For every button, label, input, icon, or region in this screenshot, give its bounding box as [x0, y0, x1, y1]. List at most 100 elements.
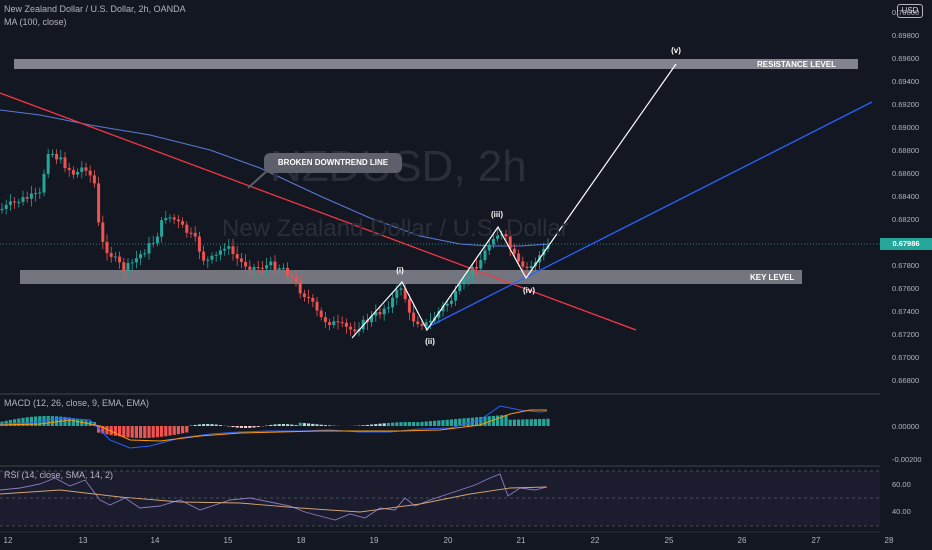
macd-histogram-bar — [546, 418, 550, 426]
candle-body — [407, 299, 411, 313]
candle-body — [512, 248, 516, 254]
candle-body — [307, 297, 311, 299]
macd-histogram-bar — [386, 422, 390, 426]
macd-histogram-bar — [286, 424, 290, 426]
downtrend-line[interactable] — [0, 92, 637, 331]
candle-body — [475, 266, 479, 269]
macd-histogram-bar — [428, 421, 432, 426]
price-tick: 0.69000 — [892, 123, 920, 132]
chart-canvas[interactable] — [0, 0, 880, 550]
macd-histogram-bar — [407, 422, 411, 426]
macd-histogram-bar — [466, 417, 470, 426]
candle-body — [101, 222, 105, 242]
macd-histogram-bar — [218, 425, 222, 426]
ma-line[interactable] — [0, 109, 551, 247]
macd-histogram-bar — [382, 423, 386, 426]
wave-label-v[interactable]: (v) — [671, 46, 681, 55]
candle-body — [134, 258, 138, 263]
uptrend-line[interactable] — [425, 101, 873, 329]
rsi-ma-line[interactable] — [0, 486, 548, 513]
candle-body — [487, 244, 491, 251]
macd-histogram-bar — [307, 423, 311, 426]
macd-histogram-bar — [206, 424, 210, 426]
macd-histogram-bar — [210, 424, 214, 426]
candle-body — [399, 288, 403, 290]
candle-body — [302, 293, 306, 298]
currency-button[interactable]: USD — [897, 4, 923, 18]
candle-body — [298, 281, 302, 294]
candle-body — [155, 236, 159, 244]
candle-body — [50, 154, 54, 156]
candle-body — [42, 173, 46, 193]
wave-label-ii[interactable]: (ii) — [425, 337, 435, 346]
candle-body — [449, 300, 453, 304]
price-tick: 0.69200 — [892, 100, 920, 109]
candle-body — [244, 261, 248, 267]
rsi-tick: 60.00 — [892, 480, 911, 489]
price-tick: 0.70000 — [892, 8, 920, 17]
key-level-zone[interactable] — [20, 270, 802, 284]
candle-body — [151, 243, 155, 245]
price-tick: 0.68600 — [892, 169, 920, 178]
wave-label-i[interactable]: (i) — [396, 266, 404, 275]
candle-body — [218, 250, 222, 255]
candle-body — [181, 221, 185, 225]
candle-body — [323, 317, 327, 323]
macd-histogram-bar — [361, 425, 365, 426]
candle-body — [71, 170, 75, 175]
time-tick: 20 — [443, 536, 453, 545]
candle-body — [437, 311, 441, 318]
wave-label-iii[interactable]: (iii) — [491, 210, 503, 219]
candle-body — [479, 260, 483, 269]
macd-indicator-label[interactable]: MACD (12, 26, close, 9, EMA, EMA) — [4, 398, 150, 408]
candle-body — [525, 266, 529, 269]
macd-histogram-bar — [290, 424, 294, 426]
resistance-label[interactable]: RESISTANCE LEVEL — [757, 60, 836, 69]
candle-body — [470, 266, 474, 277]
broken-downtrend-callout[interactable]: BROKEN DOWNTREND LINE — [264, 153, 402, 173]
macd-histogram-bar — [46, 416, 50, 426]
rsi-indicator-label[interactable]: RSI (14, close, SMA, 14, 2) — [4, 470, 114, 480]
candle-body — [428, 320, 432, 323]
macd-histogram-bar — [202, 424, 206, 426]
candle-body — [386, 307, 390, 309]
price-axis[interactable]: 0.70000 0.69800 0.69600 0.69400 0.69200 … — [880, 0, 932, 550]
ma-indicator-label[interactable]: MA (100, close) — [4, 17, 67, 27]
resistance-zone[interactable] — [14, 59, 858, 69]
candle-body — [147, 243, 151, 254]
macd-histogram-bar — [416, 422, 420, 426]
candle-body — [130, 262, 134, 264]
elliott-wave-path[interactable] — [351, 63, 677, 339]
macd-histogram-bar — [13, 419, 17, 426]
candle-body — [344, 322, 348, 327]
macd-histogram-bar — [160, 426, 164, 437]
macd-histogram-bar — [370, 424, 374, 426]
candle-body — [311, 297, 315, 302]
macd-histogram-bar — [181, 426, 185, 434]
macd-histogram-bar — [139, 426, 143, 438]
time-tick: 14 — [150, 536, 160, 545]
macd-histogram-bar — [433, 420, 437, 426]
macd-histogram-bar — [302, 423, 306, 426]
candle-body — [210, 255, 214, 260]
time-tick: 18 — [296, 536, 306, 545]
macd-signal-line[interactable] — [0, 409, 547, 442]
candle-body — [8, 201, 12, 205]
price-tick: 0.67200 — [892, 330, 920, 339]
macd-histogram-bar — [311, 423, 315, 426]
price-tick: 0.69600 — [892, 54, 920, 63]
candle-body — [508, 236, 512, 249]
macd-histogram-bar — [76, 418, 80, 426]
macd-line[interactable] — [0, 405, 548, 449]
candle-body — [118, 256, 122, 263]
wave-label-iv[interactable]: (iv) — [523, 286, 535, 295]
rsi-tick: 40.00 — [892, 507, 911, 516]
candle-body — [248, 266, 252, 270]
macd-histogram-bar — [105, 426, 109, 435]
key-level-label[interactable]: KEY LEVEL — [750, 273, 795, 282]
macd-histogram-bar — [231, 426, 235, 428]
candle-body — [340, 322, 344, 324]
symbol-title[interactable]: New Zealand Dollar / U.S. Dollar, 2h, OA… — [4, 4, 186, 14]
macd-histogram-bar — [269, 424, 273, 426]
rsi-line[interactable] — [0, 473, 548, 521]
